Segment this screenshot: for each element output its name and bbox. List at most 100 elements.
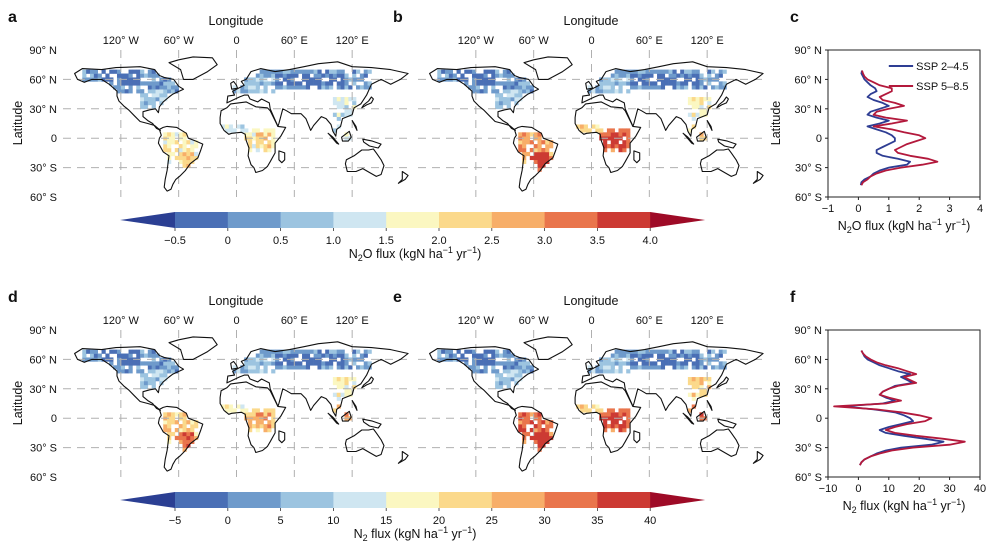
flux-cell (603, 85, 608, 90)
flux-cell (263, 369, 268, 374)
flux-cell (475, 81, 480, 86)
flux-cell (545, 431, 550, 437)
colorbar-title-part: O flux (kgN ha (363, 247, 443, 261)
flux-cell (522, 89, 527, 94)
flux-cell (251, 408, 257, 413)
flux-cell (251, 365, 257, 370)
flux-cell (305, 85, 311, 90)
flux-cell (163, 81, 168, 86)
flux-cell (329, 85, 334, 90)
flux-cell (691, 361, 696, 366)
flux-cell (186, 155, 191, 161)
flux-cell (363, 365, 368, 370)
flux-cell (506, 100, 511, 106)
flux-cell (475, 353, 480, 358)
flux-cell (695, 349, 700, 354)
flux-cell (672, 353, 677, 358)
flux-cell (344, 132, 349, 137)
flux-cell (626, 140, 631, 145)
lat-tick-label: 30° S (30, 163, 57, 175)
flux-cell (587, 85, 592, 90)
flux-cell (271, 140, 276, 145)
x-axis-title: N2O flux (kgN ha−1 yr−1) (838, 217, 971, 235)
x-tick-label: 1 (886, 203, 892, 215)
flux-cell (344, 85, 349, 90)
flux-cell (514, 89, 519, 94)
flux-cell (626, 73, 631, 78)
flux-cell (332, 377, 338, 382)
flux-cell (610, 353, 615, 358)
flux-cell (522, 159, 527, 164)
gridlines (418, 330, 765, 477)
flux-cell (305, 349, 311, 354)
flux-cell (317, 353, 322, 358)
panel-d: d Longitude Latitude 120° W 60° W 0 60° E 12… (8, 289, 410, 484)
flux-cell (506, 97, 511, 102)
flux-cell (147, 85, 152, 90)
flux-cell (691, 392, 696, 397)
flux-cell (159, 81, 164, 86)
flux-cell (456, 357, 461, 362)
flux-cell (332, 353, 338, 358)
flux-cell (140, 369, 145, 374)
flux-cell (653, 361, 658, 366)
flux-cell (495, 93, 500, 98)
flux-cell (498, 104, 504, 110)
flux-cell (537, 136, 542, 141)
flux-cell (128, 365, 133, 370)
lon-tick-label: 0 (588, 35, 594, 47)
flux-cell (240, 85, 245, 90)
flux-cell (614, 349, 619, 354)
coastline (699, 148, 740, 177)
flux-cell (699, 81, 704, 86)
flux-cell (707, 73, 712, 78)
flux-cell (533, 144, 538, 149)
flux-cell (718, 85, 723, 90)
flux-cell (610, 140, 615, 145)
flux-cell (278, 85, 284, 90)
flux-cell (140, 353, 145, 358)
flux-cell (178, 132, 183, 137)
flux-cell (151, 380, 156, 386)
flux-cell (707, 349, 712, 354)
flux-cell (707, 81, 712, 86)
coastline (523, 56, 573, 80)
flux-cell (614, 361, 619, 366)
flux-cell (630, 365, 635, 370)
y-tick-label: 0 (816, 413, 822, 425)
flux-cell (452, 353, 457, 358)
flux-cell (255, 408, 260, 413)
flux-cell (699, 104, 704, 110)
colorbar-tick-label: 0 (225, 515, 231, 527)
flux-cell (101, 69, 106, 74)
flux-cell (340, 69, 345, 74)
flux-cell (332, 112, 338, 117)
flux-cell (618, 412, 623, 417)
flux-cell (672, 81, 677, 86)
flux-cell (128, 81, 133, 86)
flux-cell (140, 69, 145, 74)
flux-cell (525, 132, 531, 137)
flux-cell (610, 416, 615, 421)
flux-cell (329, 349, 334, 354)
flux-cell (163, 144, 168, 149)
flux-cell (332, 73, 338, 78)
flux-cell (525, 151, 531, 157)
flux-cell (537, 431, 542, 437)
flux-cell (695, 73, 700, 78)
flux-cell (151, 377, 156, 382)
flux-cell (537, 144, 542, 149)
flux-cell (329, 365, 334, 370)
flux-cell (444, 349, 450, 354)
coastline (512, 125, 559, 192)
flux-cell (263, 73, 268, 78)
flux-cell (321, 73, 326, 78)
coastline (327, 412, 340, 425)
flux-cell (522, 136, 527, 141)
flux-cell (255, 416, 260, 421)
flux-cell (163, 428, 168, 433)
flux-cell (363, 349, 368, 354)
flux-cell (514, 361, 519, 366)
flux-cell (545, 424, 550, 429)
